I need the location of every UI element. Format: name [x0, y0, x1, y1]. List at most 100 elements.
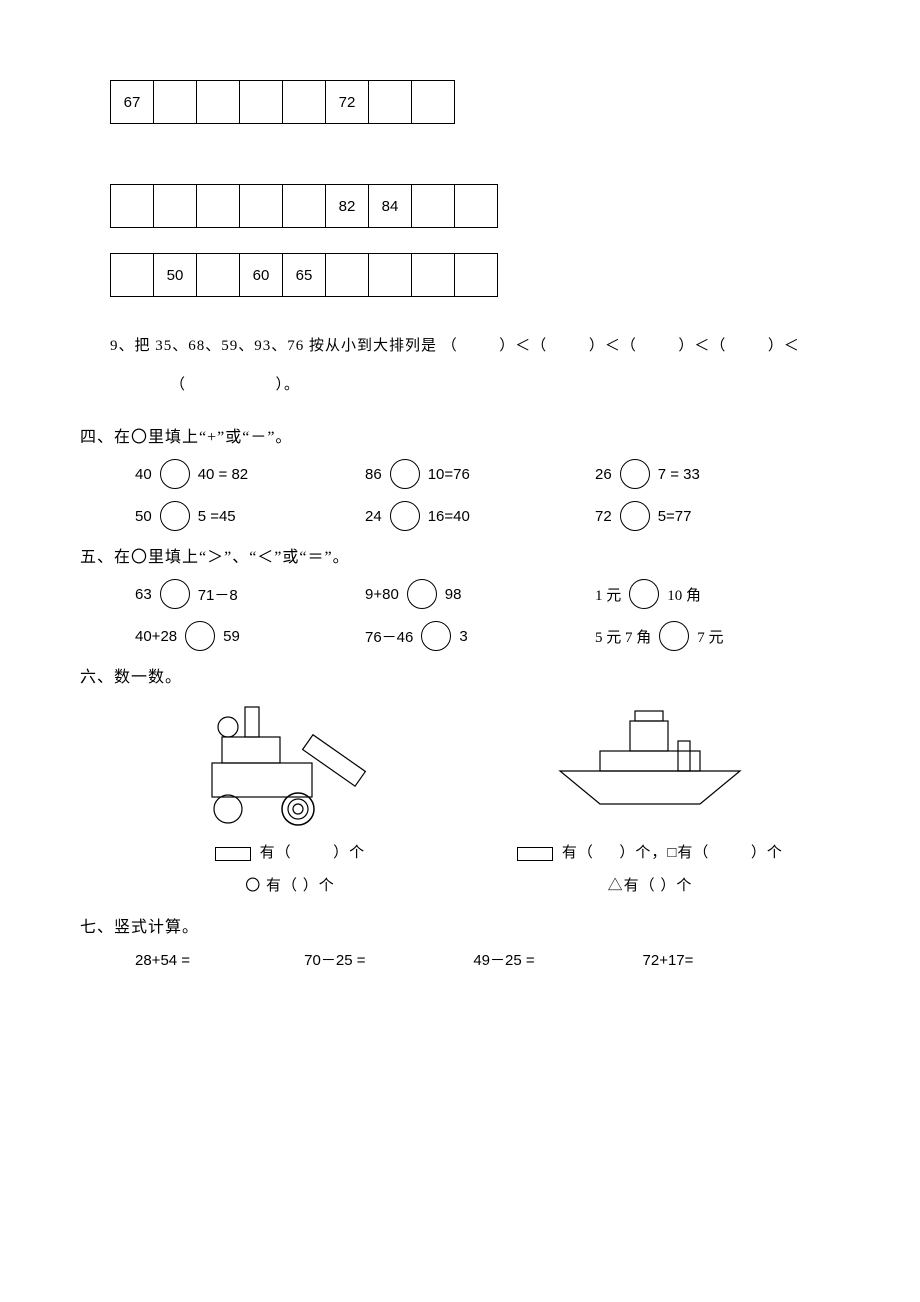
caption-text: 有（	[562, 845, 594, 861]
circle-blank[interactable]	[620, 501, 650, 531]
blank[interactable]	[296, 845, 328, 861]
eq-text: 10 角	[667, 584, 701, 605]
eq-text: 24	[365, 508, 382, 525]
blank[interactable]	[463, 338, 495, 354]
section-7-body: 28+54 = 70－25 = 49－25 = 72+17=	[135, 949, 840, 970]
q9-text: 9、把 35、68、59、93、76 按从小到大排列是 （	[110, 338, 458, 354]
cell[interactable]: 65	[283, 254, 326, 297]
circle-blank[interactable]	[390, 501, 420, 531]
eq-text: 86	[365, 466, 382, 483]
sequence-table-2: 82 84	[110, 184, 498, 228]
circle-blank[interactable]	[160, 501, 190, 531]
cell[interactable]	[369, 254, 412, 297]
eq-text: 7 = 33	[658, 466, 700, 483]
eq-text: 1 元	[595, 584, 621, 605]
circle-blank[interactable]	[421, 621, 451, 651]
q9-text: ）＜（	[499, 338, 547, 354]
q9-text: ）＜（	[678, 338, 726, 354]
eq-text: 9+80	[365, 586, 399, 603]
rectangle-icon	[215, 847, 251, 861]
cell[interactable]	[455, 185, 498, 228]
eq-text: 5 =45	[198, 508, 236, 525]
cell[interactable]	[283, 185, 326, 228]
section-4-title: 四、在〇里填上“+”或“－”。	[80, 423, 840, 447]
section-5-body: 6371－8 9+8098 1 元10 角 40+2859 76－463 5 元…	[135, 579, 840, 651]
boat-figure	[540, 699, 760, 829]
caption-text: 有（	[260, 845, 292, 861]
q9-text: ）＜（	[589, 338, 637, 354]
eq-text: 7 元	[697, 626, 723, 647]
eq-text: 50	[135, 508, 152, 525]
eq-text: 49－25 =	[473, 949, 638, 970]
eq-text: 10=76	[428, 466, 470, 483]
sequence-table-1: 67 72	[110, 80, 455, 124]
tractor-figure	[190, 699, 390, 829]
circle-blank[interactable]	[407, 579, 437, 609]
circle-blank[interactable]	[659, 621, 689, 651]
q9-text: （	[170, 377, 186, 393]
caption-text: ）个，□有（	[619, 845, 709, 861]
eq-text: 5 元 7 角	[595, 626, 651, 647]
cell[interactable]	[154, 185, 197, 228]
blank[interactable]	[642, 338, 674, 354]
cell[interactable]	[197, 254, 240, 297]
cell[interactable]	[369, 81, 412, 124]
blank[interactable]	[191, 377, 271, 393]
blank[interactable]	[599, 845, 615, 861]
circle-blank[interactable]	[185, 621, 215, 651]
cell[interactable]: 67	[111, 81, 154, 124]
section-6-title: 六、数一数。	[80, 663, 840, 687]
caption-text: ）个	[333, 845, 365, 861]
blank[interactable]	[552, 338, 584, 354]
eq-text: 71－8	[198, 584, 238, 605]
cell[interactable]	[197, 185, 240, 228]
cell[interactable]	[412, 254, 455, 297]
cell[interactable]	[326, 254, 369, 297]
question-9: 9、把 35、68、59、93、76 按从小到大排列是 （ ）＜（ ）＜（ ）＜…	[110, 327, 840, 405]
cell[interactable]	[111, 254, 154, 297]
cell[interactable]	[412, 185, 455, 228]
cell[interactable]: 60	[240, 254, 283, 297]
q9-text: ）＜	[768, 338, 800, 354]
blank[interactable]	[731, 338, 763, 354]
eq-text: 98	[445, 586, 462, 603]
caption-text: ）个	[751, 845, 783, 861]
cell[interactable]	[240, 81, 283, 124]
eq-text: 76－46	[365, 626, 413, 647]
cell[interactable]	[283, 81, 326, 124]
circle-blank[interactable]	[160, 579, 190, 609]
section-4-body: 4040 = 82 8610=76 267 = 33 50 5 =45 2416…	[135, 459, 840, 531]
cell[interactable]	[154, 81, 197, 124]
section-7-title: 七、竖式计算。	[80, 913, 840, 937]
cell[interactable]	[412, 81, 455, 124]
eq-text: 28+54 =	[135, 952, 300, 969]
caption-text: △有（ ）个	[608, 878, 693, 894]
rectangle-icon	[517, 847, 553, 861]
cell[interactable]: 50	[154, 254, 197, 297]
caption-text: 〇 有（ ）个	[245, 878, 335, 894]
eq-text: 72	[595, 508, 612, 525]
cell[interactable]: 82	[326, 185, 369, 228]
q9-text: ）。	[276, 377, 301, 393]
cell[interactable]: 72	[326, 81, 369, 124]
eq-text: 40+28	[135, 628, 177, 645]
eq-text: 16=40	[428, 508, 470, 525]
eq-text: 63	[135, 586, 152, 603]
circle-blank[interactable]	[160, 459, 190, 489]
eq-text: 72+17=	[643, 952, 808, 969]
cell[interactable]: 84	[369, 185, 412, 228]
sequence-table-3: 50 60 65	[110, 253, 498, 297]
cell[interactable]	[240, 185, 283, 228]
circle-blank[interactable]	[620, 459, 650, 489]
blank[interactable]	[714, 845, 746, 861]
cell[interactable]	[197, 81, 240, 124]
cell[interactable]	[111, 185, 154, 228]
eq-text: 70－25 =	[304, 949, 469, 970]
circle-blank[interactable]	[629, 579, 659, 609]
cell[interactable]	[455, 254, 498, 297]
eq-text: 26	[595, 466, 612, 483]
section-5-title: 五、在〇里填上“＞”、“＜”或“＝”。	[80, 543, 840, 567]
eq-text: 40 = 82	[198, 466, 248, 483]
eq-text: 3	[459, 628, 467, 645]
circle-blank[interactable]	[390, 459, 420, 489]
